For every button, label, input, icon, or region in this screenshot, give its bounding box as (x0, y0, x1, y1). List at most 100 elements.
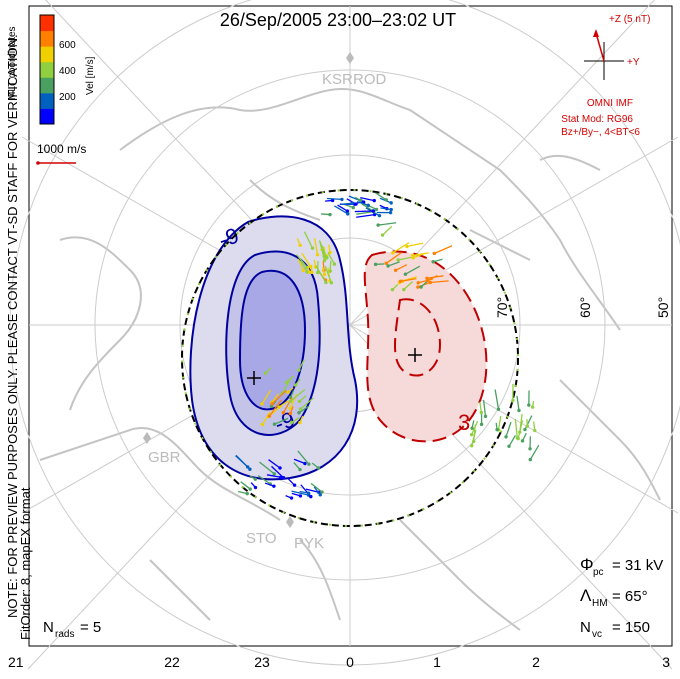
velocity-vector-origin (299, 494, 302, 497)
colorbar-segment (40, 77, 54, 93)
colorbar-tick-600: 600 (59, 40, 76, 51)
velocity-vector-origin (290, 496, 293, 499)
svg-text:rads: rads (55, 629, 74, 640)
velocity-vector-origin (521, 439, 524, 442)
velocity-vector-origin (376, 223, 379, 226)
mlt-tick-0: 0 (346, 654, 354, 670)
velocity-vector-origin (246, 465, 249, 468)
velocity-vector-origin (480, 423, 483, 426)
velocity-vector-origin (246, 492, 249, 495)
velocity-vector-origin (278, 466, 281, 469)
contour-label-positive: 3 (458, 410, 470, 435)
velocity-vector-origin (470, 426, 473, 429)
svg-text:= 65°: = 65° (612, 588, 648, 605)
mlt-tick-1: 1 (433, 654, 441, 670)
svg-text:Λ: Λ (580, 586, 592, 605)
velocity-vector-origin (333, 262, 336, 265)
velocity-vector-origin (389, 201, 392, 204)
svg-text:= 150: = 150 (612, 619, 650, 636)
velocity-vector-origin (260, 402, 263, 405)
velocity-vector-origin (394, 269, 397, 272)
velocity-vector-origin (518, 430, 521, 433)
velocity-vector-origin (419, 285, 422, 288)
velocity-vector-origin (527, 403, 530, 406)
velocity-vector-origin (273, 423, 276, 426)
site-ksr: KSR (322, 71, 353, 88)
velocity-vector-origin (480, 411, 483, 414)
velocity-vector-origin (470, 444, 473, 447)
velocity-vector-origin (411, 256, 414, 259)
velocity-vector-origin (495, 428, 498, 431)
svg-text:vc: vc (592, 629, 602, 640)
velocity-vector-origin (311, 246, 314, 249)
mlt-tick-2: 2 (532, 654, 540, 670)
velocity-vector-origin (484, 415, 487, 418)
svg-text:N: N (580, 619, 591, 636)
colorbar-tick-200: 200 (59, 92, 76, 103)
velocity-vector-origin (323, 273, 326, 276)
velocity-vector-origin (294, 383, 297, 386)
velocity-vector-origin (374, 263, 377, 266)
velocity-vector-origin (511, 399, 514, 402)
velocity-vector-origin (324, 281, 327, 284)
imf-condition: Bz+/By−, 4<BT<6 (561, 127, 640, 138)
mlt-tick-23: 23 (254, 654, 270, 670)
velocity-vector-origin (504, 435, 507, 438)
mlt-tick-22: 22 (164, 654, 180, 670)
velocity-vector-origin (390, 208, 393, 211)
site-rod: ROD (353, 71, 387, 88)
velocity-vector-origin (303, 462, 306, 465)
velocity-vector-origin (285, 381, 288, 384)
velocity-vector-origin (431, 260, 434, 263)
velocity-vector-origin (307, 462, 310, 465)
velocity-vector-origin (330, 281, 333, 284)
svg-text:N: N (43, 619, 54, 636)
mlt-tick-21: 21 (8, 654, 24, 670)
velocity-vector-origin (529, 458, 532, 461)
scale-vector-origin (36, 161, 40, 165)
velocity-vector-origin (309, 495, 312, 498)
velocity-vector-origin (290, 421, 293, 424)
velocity-vector-origin (282, 411, 285, 414)
velocity-vector-origin (517, 409, 520, 412)
velocity-vector-origin (298, 400, 301, 403)
velocity-vector-origin (272, 484, 275, 487)
velocity-vector-origin (416, 281, 419, 284)
velocity-vector-origin (399, 280, 402, 283)
velocity-vector-origin (507, 445, 510, 448)
velocity-vector-origin (402, 288, 405, 291)
scale-vector-label: 1000 m/s (37, 142, 86, 156)
colorbar-segment (40, 62, 54, 78)
velocity-vector-origin (264, 372, 267, 375)
velocity-vector-origin (470, 433, 473, 436)
colorbar (40, 15, 54, 125)
colorbar-segment (40, 46, 54, 62)
velocity-vector-origin (270, 402, 273, 405)
velocity-vector-origin (533, 429, 536, 432)
velocity-vector-origin (378, 214, 381, 217)
velocity-vector-origin (289, 412, 292, 415)
colorbar-segment (40, 93, 54, 109)
velocity-vector-origin (293, 483, 296, 486)
velocity-vector-origin (526, 424, 529, 427)
page-title: 26/Sep/2005 23:00–23:02 UT (220, 10, 456, 30)
svg-text:pc: pc (593, 567, 604, 578)
velocity-vector-origin (389, 211, 392, 214)
site-pyk: PYK (294, 535, 324, 552)
velocity-vector-origin (367, 204, 370, 207)
velocity-vector-origin (286, 391, 289, 394)
velocity-vector-origin (531, 405, 534, 408)
velocity-vector-origin (297, 411, 300, 414)
lat-label-70: 70° (494, 297, 510, 318)
velocity-vector-origin (386, 264, 389, 267)
velocity-vector-origin (426, 279, 429, 282)
site-gbr: GBR (148, 449, 181, 466)
velocity-vector-origin (289, 400, 292, 403)
velocity-vector-origin (352, 206, 355, 209)
velocity-vector-origin (372, 209, 375, 212)
velocity-vector-origin (340, 198, 343, 201)
velocity-vector-origin (301, 269, 304, 272)
svg-text:Φ: Φ (580, 555, 594, 574)
velocity-vector-origin (307, 491, 310, 494)
velocity-vector-origin (322, 255, 325, 258)
